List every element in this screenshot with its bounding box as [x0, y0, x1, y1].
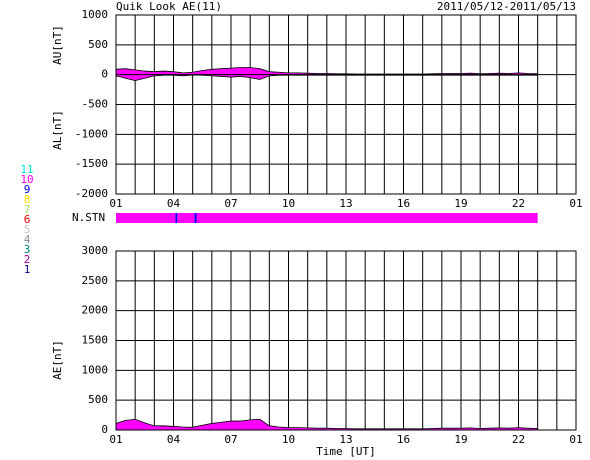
x-tick-label: 07 [224, 433, 237, 446]
station-bar [177, 213, 195, 223]
y-tick-label: 1500 [82, 334, 109, 347]
x-tick-label: 01 [569, 433, 582, 446]
x-tick-label: 04 [167, 433, 181, 446]
x-tick-label: 19 [454, 197, 467, 210]
station-bar [196, 213, 538, 223]
y-tick-label: -2000 [75, 187, 108, 200]
legend-entry: 4 [24, 233, 31, 246]
chart-title: Quik Look AE(11) [116, 0, 222, 13]
x-tick-label: 10 [282, 433, 295, 446]
x-tick-label: 04 [167, 197, 181, 210]
x-axis-label: Time [UT] [316, 445, 376, 458]
area [115, 418, 539, 431]
legend-entry: 6 [24, 213, 31, 226]
plot-frame [115, 250, 577, 431]
x-tick-label: 16 [397, 197, 410, 210]
y-tick-label: -1000 [75, 127, 108, 140]
plot-frame [115, 14, 577, 195]
y-axis-label: AE[nT] [51, 340, 64, 380]
station-bar [116, 213, 176, 223]
y-tick-label: -1500 [75, 157, 108, 170]
x-tick-label: 07 [224, 197, 237, 210]
y-tick-label: 2000 [82, 304, 109, 317]
y-tick-label: 500 [88, 393, 108, 406]
x-tick-label: 13 [339, 197, 352, 210]
legend-entry: 8 [24, 193, 31, 206]
station-bar [175, 213, 178, 223]
x-tick-label: 01 [569, 197, 582, 210]
legend-entry: 11 [20, 163, 33, 176]
y-tick-label: 0 [101, 68, 108, 81]
x-tick-label: 10 [282, 197, 295, 210]
y-tick-label: 2500 [82, 274, 109, 287]
legend-entry: 3 [24, 243, 31, 256]
legend-entry: 10 [20, 173, 33, 186]
y-axis-label: AU[nT] [51, 25, 64, 65]
y-tick-label: -500 [82, 98, 109, 111]
x-tick-label: 13 [339, 433, 352, 446]
x-tick-label: 01 [109, 433, 122, 446]
y-tick-label: 500 [88, 38, 108, 51]
x-tick-label: 01 [109, 197, 122, 210]
y-tick-label: 1000 [82, 8, 109, 21]
y-tick-label: 1000 [82, 363, 109, 376]
y-tick-label: 0 [101, 423, 108, 436]
legend-entry: 1 [24, 263, 31, 276]
x-tick-label: 22 [512, 197, 525, 210]
legend-entry: 5 [24, 223, 31, 236]
legend-entry: 9 [24, 183, 31, 196]
legend-entry: 7 [24, 203, 31, 216]
date-range: 2011/05/12-2011/05/13 [437, 0, 576, 13]
x-tick-label: 22 [512, 433, 525, 446]
area [115, 67, 539, 76]
y-tick-label: 3000 [82, 244, 109, 257]
station-bar [194, 213, 197, 223]
x-tick-label: 19 [454, 433, 467, 446]
y-axis-label: AL[nT] [51, 110, 64, 150]
area [115, 74, 539, 82]
station-label: N.STN [72, 211, 105, 224]
x-tick-label: 16 [397, 433, 410, 446]
legend-entry: 2 [24, 253, 31, 266]
